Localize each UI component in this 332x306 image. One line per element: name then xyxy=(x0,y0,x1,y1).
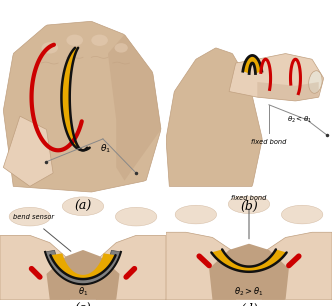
Polygon shape xyxy=(0,235,70,300)
Ellipse shape xyxy=(91,35,108,46)
Polygon shape xyxy=(46,250,120,300)
Polygon shape xyxy=(45,250,121,284)
Polygon shape xyxy=(50,253,116,279)
Ellipse shape xyxy=(66,35,83,46)
Polygon shape xyxy=(3,116,53,186)
Text: fixed bond: fixed bond xyxy=(251,139,287,145)
Polygon shape xyxy=(108,35,161,181)
Ellipse shape xyxy=(116,207,157,226)
Text: $\theta_2{>}\theta_1$: $\theta_2{>}\theta_1$ xyxy=(234,285,264,298)
Polygon shape xyxy=(229,54,324,101)
Text: (d): (d) xyxy=(240,303,258,306)
Ellipse shape xyxy=(228,195,270,214)
Ellipse shape xyxy=(62,197,104,216)
Text: $\theta_1$: $\theta_1$ xyxy=(100,143,111,155)
Polygon shape xyxy=(209,244,289,300)
Ellipse shape xyxy=(42,42,58,54)
Text: (c): (c) xyxy=(75,303,91,306)
Text: bend sensor: bend sensor xyxy=(13,214,54,220)
Ellipse shape xyxy=(282,205,323,224)
Ellipse shape xyxy=(9,207,50,226)
Polygon shape xyxy=(61,48,90,150)
Text: fixed bond: fixed bond xyxy=(231,195,267,201)
Polygon shape xyxy=(243,55,262,73)
Text: $\theta_1$: $\theta_1$ xyxy=(78,285,88,298)
Text: (a): (a) xyxy=(74,200,92,213)
Polygon shape xyxy=(211,249,287,272)
Ellipse shape xyxy=(175,205,216,224)
Ellipse shape xyxy=(115,43,128,53)
Ellipse shape xyxy=(309,71,322,93)
Text: $\theta_2{<}\theta_1$: $\theta_2{<}\theta_1$ xyxy=(287,115,312,125)
Polygon shape xyxy=(96,235,166,300)
Polygon shape xyxy=(166,232,236,300)
Polygon shape xyxy=(166,48,262,186)
Polygon shape xyxy=(257,82,319,101)
Text: (b): (b) xyxy=(240,200,258,213)
Polygon shape xyxy=(262,232,332,300)
Polygon shape xyxy=(3,21,161,192)
